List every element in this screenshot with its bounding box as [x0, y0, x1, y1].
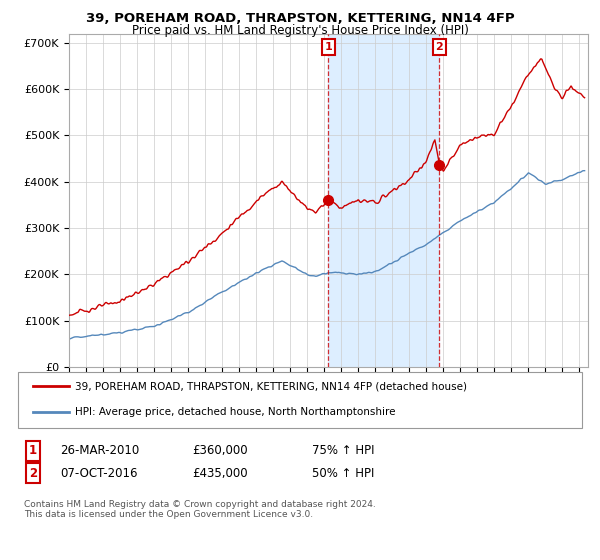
Text: HPI: Average price, detached house, North Northamptonshire: HPI: Average price, detached house, Nort… — [75, 407, 395, 417]
Text: £435,000: £435,000 — [192, 466, 248, 480]
Text: 39, POREHAM ROAD, THRAPSTON, KETTERING, NN14 4FP: 39, POREHAM ROAD, THRAPSTON, KETTERING, … — [86, 12, 514, 25]
Text: 39, POREHAM ROAD, THRAPSTON, KETTERING, NN14 4FP (detached house): 39, POREHAM ROAD, THRAPSTON, KETTERING, … — [75, 381, 467, 391]
Text: 07-OCT-2016: 07-OCT-2016 — [60, 466, 137, 480]
Text: Price paid vs. HM Land Registry's House Price Index (HPI): Price paid vs. HM Land Registry's House … — [131, 24, 469, 37]
Text: 75% ↑ HPI: 75% ↑ HPI — [312, 444, 374, 458]
Text: 50% ↑ HPI: 50% ↑ HPI — [312, 466, 374, 480]
Text: Contains HM Land Registry data © Crown copyright and database right 2024.
This d: Contains HM Land Registry data © Crown c… — [24, 500, 376, 519]
Text: £360,000: £360,000 — [192, 444, 248, 458]
Text: 1: 1 — [29, 444, 37, 458]
Text: 2: 2 — [436, 42, 443, 52]
Text: 26-MAR-2010: 26-MAR-2010 — [60, 444, 139, 458]
Text: 2: 2 — [29, 466, 37, 480]
Bar — [328, 34, 439, 367]
Text: 1: 1 — [324, 42, 332, 52]
